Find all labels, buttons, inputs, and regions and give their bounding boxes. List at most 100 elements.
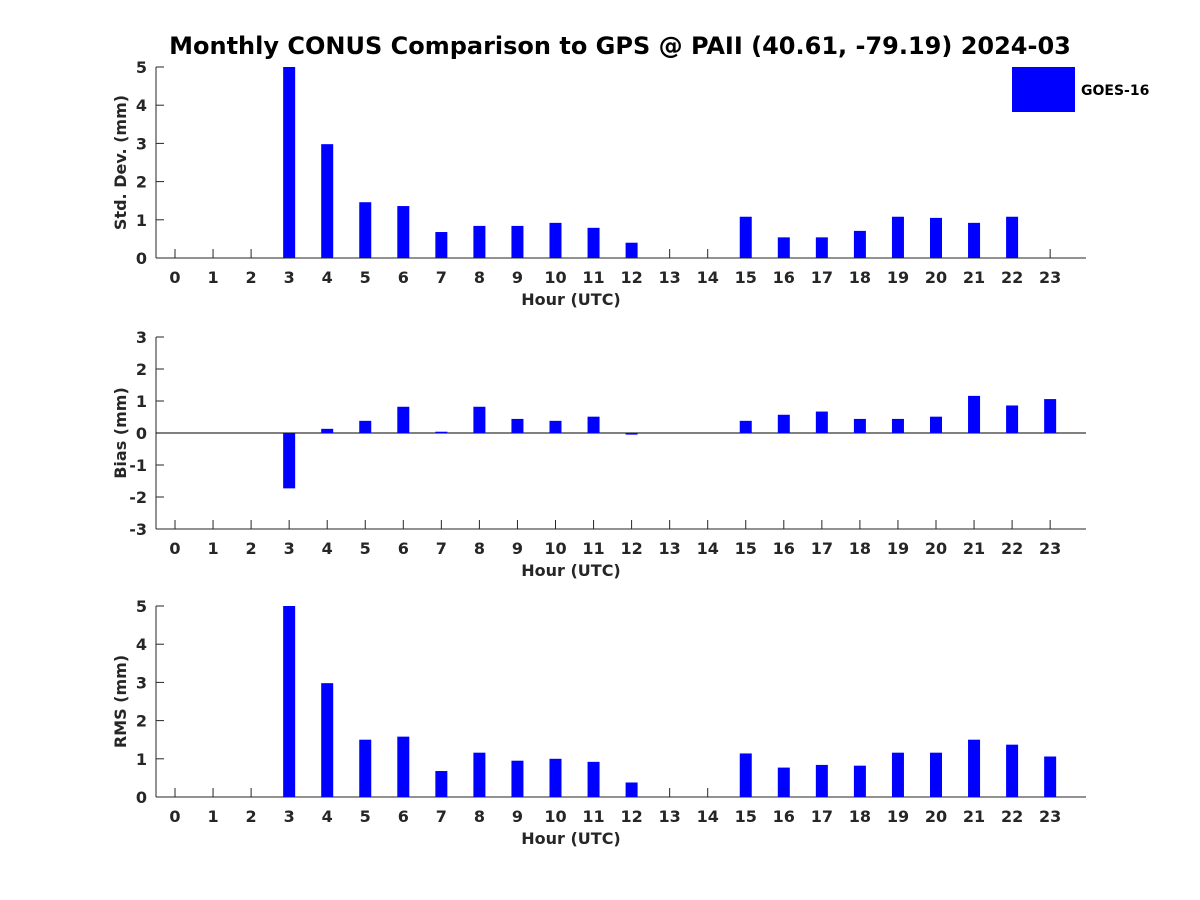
x-axis-label: Hour (UTC) bbox=[521, 829, 621, 848]
bar-hour-10 bbox=[549, 222, 562, 258]
x-tick-label: 0 bbox=[169, 807, 180, 826]
bar-hour-18 bbox=[853, 230, 866, 258]
x-tick-label: 21 bbox=[963, 807, 985, 826]
y-tick-label: 3 bbox=[136, 673, 147, 692]
x-tick-label: 6 bbox=[398, 268, 409, 287]
bar-hour-16 bbox=[777, 767, 790, 797]
x-tick-label: 1 bbox=[207, 268, 218, 287]
x-tick-label: 14 bbox=[697, 807, 719, 826]
chart-title: Monthly CONUS Comparison to GPS @ PAII (… bbox=[169, 32, 1071, 60]
x-tick-label: 0 bbox=[169, 539, 180, 558]
y-tick-label: 2 bbox=[136, 712, 147, 731]
x-tick-label: 15 bbox=[735, 539, 757, 558]
y-axis-label: Bias (mm) bbox=[111, 387, 130, 479]
x-tick-label: 1 bbox=[207, 807, 218, 826]
bar-hour-9 bbox=[511, 225, 524, 258]
bar-hour-9 bbox=[511, 760, 524, 797]
bar-hour-5 bbox=[359, 739, 372, 797]
legend-swatch-goes16 bbox=[1012, 67, 1075, 112]
x-tick-label: 23 bbox=[1039, 539, 1061, 558]
x-tick-label: 4 bbox=[322, 807, 333, 826]
x-tick-label: 8 bbox=[474, 539, 485, 558]
x-tick-label: 2 bbox=[246, 807, 257, 826]
bar-hour-23 bbox=[1044, 399, 1057, 433]
bar-hour-9 bbox=[511, 418, 524, 433]
x-tick-label: 5 bbox=[360, 539, 371, 558]
x-tick-label: 19 bbox=[887, 268, 909, 287]
x-tick-label: 10 bbox=[544, 268, 566, 287]
x-tick-label: 14 bbox=[697, 268, 719, 287]
x-tick-label: 9 bbox=[512, 807, 523, 826]
x-tick-label: 21 bbox=[963, 268, 985, 287]
x-tick-label: 3 bbox=[284, 807, 295, 826]
x-tick-label: 8 bbox=[474, 268, 485, 287]
x-tick-label: 4 bbox=[322, 539, 333, 558]
y-tick-label: 0 bbox=[136, 424, 147, 443]
bar-hour-15 bbox=[739, 420, 752, 433]
bar-hour-20 bbox=[930, 217, 942, 258]
x-tick-label: 16 bbox=[773, 268, 795, 287]
x-tick-label: 23 bbox=[1039, 807, 1061, 826]
bar-hour-5 bbox=[359, 420, 372, 433]
bar-hour-22 bbox=[1006, 744, 1019, 797]
x-tick-label: 22 bbox=[1001, 539, 1023, 558]
x-tick-label: 15 bbox=[735, 268, 757, 287]
y-tick-label: 1 bbox=[136, 750, 147, 769]
bar-hour-11 bbox=[587, 227, 600, 258]
bar-hour-8 bbox=[473, 225, 486, 258]
x-tick-label: 13 bbox=[659, 807, 681, 826]
x-tick-label: 23 bbox=[1039, 268, 1061, 287]
x-tick-label: 11 bbox=[582, 268, 604, 287]
y-tick-label: 5 bbox=[136, 597, 147, 616]
x-tick-label: 9 bbox=[512, 268, 523, 287]
y-axis-label: RMS (mm) bbox=[111, 655, 130, 748]
y-tick-label: -2 bbox=[129, 488, 147, 507]
x-tick-label: 20 bbox=[925, 268, 947, 287]
x-tick-label: 13 bbox=[659, 268, 681, 287]
bar-hour-4 bbox=[321, 683, 334, 797]
x-tick-label: 8 bbox=[474, 807, 485, 826]
x-axis-label: Hour (UTC) bbox=[521, 561, 621, 580]
bar-hour-3 bbox=[283, 433, 296, 489]
x-tick-label: 19 bbox=[887, 807, 909, 826]
x-tick-label: 17 bbox=[811, 539, 833, 558]
x-tick-label: 0 bbox=[169, 268, 180, 287]
y-tick-label: -3 bbox=[129, 520, 147, 539]
y-tick-label: 3 bbox=[136, 134, 147, 153]
y-tick-label: 4 bbox=[136, 96, 147, 115]
bar-hour-8 bbox=[473, 752, 486, 797]
y-tick-label: 3 bbox=[136, 328, 147, 347]
x-tick-label: 9 bbox=[512, 539, 523, 558]
bar-hour-3 bbox=[283, 67, 296, 258]
bar-hour-18 bbox=[853, 418, 866, 433]
bar-hour-21 bbox=[968, 222, 981, 258]
bar-hour-12 bbox=[625, 242, 638, 258]
x-tick-label: 16 bbox=[773, 539, 795, 558]
x-tick-label: 3 bbox=[284, 539, 295, 558]
x-tick-label: 21 bbox=[963, 539, 985, 558]
bar-hour-21 bbox=[968, 395, 981, 433]
x-tick-label: 7 bbox=[436, 807, 447, 826]
x-tick-label: 22 bbox=[1001, 268, 1023, 287]
bar-hour-6 bbox=[397, 406, 410, 433]
bar-hour-21 bbox=[968, 739, 981, 797]
y-tick-label: 0 bbox=[136, 788, 147, 807]
x-tick-label: 11 bbox=[582, 539, 604, 558]
bar-hour-8 bbox=[473, 406, 486, 433]
x-tick-label: 2 bbox=[246, 539, 257, 558]
bar-hour-11 bbox=[587, 761, 600, 797]
bar-hour-15 bbox=[739, 753, 752, 797]
x-tick-label: 16 bbox=[773, 807, 795, 826]
bar-hour-17 bbox=[815, 411, 828, 433]
x-tick-label: 14 bbox=[697, 539, 719, 558]
x-tick-label: 2 bbox=[246, 268, 257, 287]
bar-hour-16 bbox=[777, 414, 790, 433]
bar-hour-22 bbox=[1006, 405, 1019, 433]
bar-hour-20 bbox=[930, 752, 942, 797]
bar-hour-7 bbox=[435, 771, 448, 797]
y-tick-label: 0 bbox=[136, 249, 147, 268]
x-tick-label: 20 bbox=[925, 539, 947, 558]
